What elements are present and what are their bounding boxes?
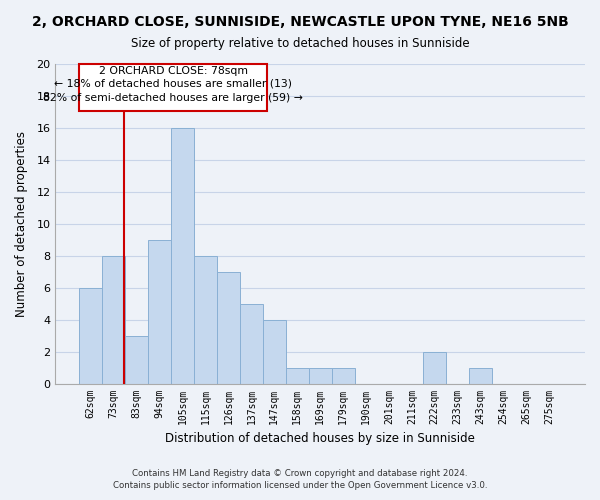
Bar bbox=[424, 352, 446, 384]
X-axis label: Distribution of detached houses by size in Sunniside: Distribution of detached houses by size … bbox=[165, 432, 475, 445]
Bar bbox=[263, 320, 286, 384]
Bar bbox=[217, 272, 240, 384]
Text: Contains HM Land Registry data © Crown copyright and database right 2024.
Contai: Contains HM Land Registry data © Crown c… bbox=[113, 468, 487, 490]
Bar bbox=[171, 128, 194, 384]
Bar bbox=[79, 288, 103, 384]
Bar bbox=[240, 304, 263, 384]
Text: 2 ORCHARD CLOSE: 78sqm: 2 ORCHARD CLOSE: 78sqm bbox=[99, 66, 248, 76]
Bar bbox=[194, 256, 217, 384]
Text: Size of property relative to detached houses in Sunniside: Size of property relative to detached ho… bbox=[131, 38, 469, 51]
Bar bbox=[332, 368, 355, 384]
Bar bbox=[286, 368, 308, 384]
Text: 82% of semi-detached houses are larger (59) →: 82% of semi-detached houses are larger (… bbox=[43, 92, 304, 102]
Text: 2, ORCHARD CLOSE, SUNNISIDE, NEWCASTLE UPON TYNE, NE16 5NB: 2, ORCHARD CLOSE, SUNNISIDE, NEWCASTLE U… bbox=[32, 15, 568, 29]
FancyBboxPatch shape bbox=[79, 64, 268, 111]
Bar bbox=[103, 256, 125, 384]
Bar bbox=[308, 368, 332, 384]
Bar bbox=[469, 368, 492, 384]
Bar bbox=[148, 240, 171, 384]
Bar bbox=[125, 336, 148, 384]
Y-axis label: Number of detached properties: Number of detached properties bbox=[15, 131, 28, 317]
Text: ← 18% of detached houses are smaller (13): ← 18% of detached houses are smaller (13… bbox=[55, 79, 292, 89]
